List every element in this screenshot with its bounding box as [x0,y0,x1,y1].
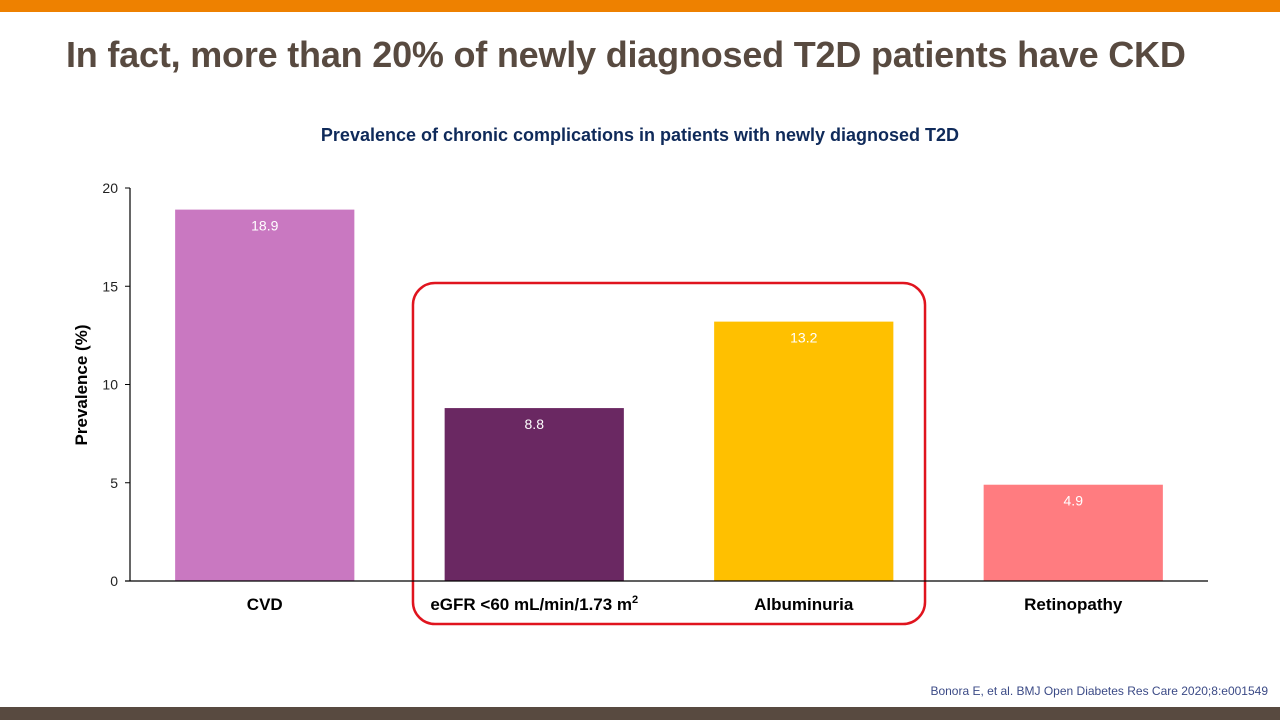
y-axis-label: Prevalence (%) [72,325,91,446]
bar-0 [175,209,355,582]
y-tick-label: 10 [102,377,118,393]
top-accent-bar [0,0,1280,12]
category-superscript: 2 [632,594,638,606]
y-tick-label: 20 [102,180,118,196]
bar-1 [444,408,624,581]
y-tick-label: 0 [110,573,118,589]
chart-title: Prevalence of chronic complications in p… [320,125,960,145]
category-label: Retinopathy [1024,595,1123,614]
category-label: CVD [247,595,283,614]
category-label: Albuminuria [754,595,854,614]
y-tick-label: 5 [110,475,118,491]
data-label: 13.2 [790,330,817,346]
bottom-bar [0,707,1280,720]
category-label: eGFR <60 mL/min/1.73 m2 [430,594,638,614]
data-label: 18.9 [251,218,278,234]
citation: Bonora E, et al. BMJ Open Diabetes Res C… [930,684,1268,698]
bar-3 [983,484,1163,581]
y-tick-label: 15 [102,278,118,294]
highlight-box [411,281,927,626]
bar-2 [714,321,894,581]
slide-title: In fact, more than 20% of newly diagnose… [66,34,1186,75]
data-label: 8.8 [525,416,545,432]
data-label: 4.9 [1064,493,1084,509]
